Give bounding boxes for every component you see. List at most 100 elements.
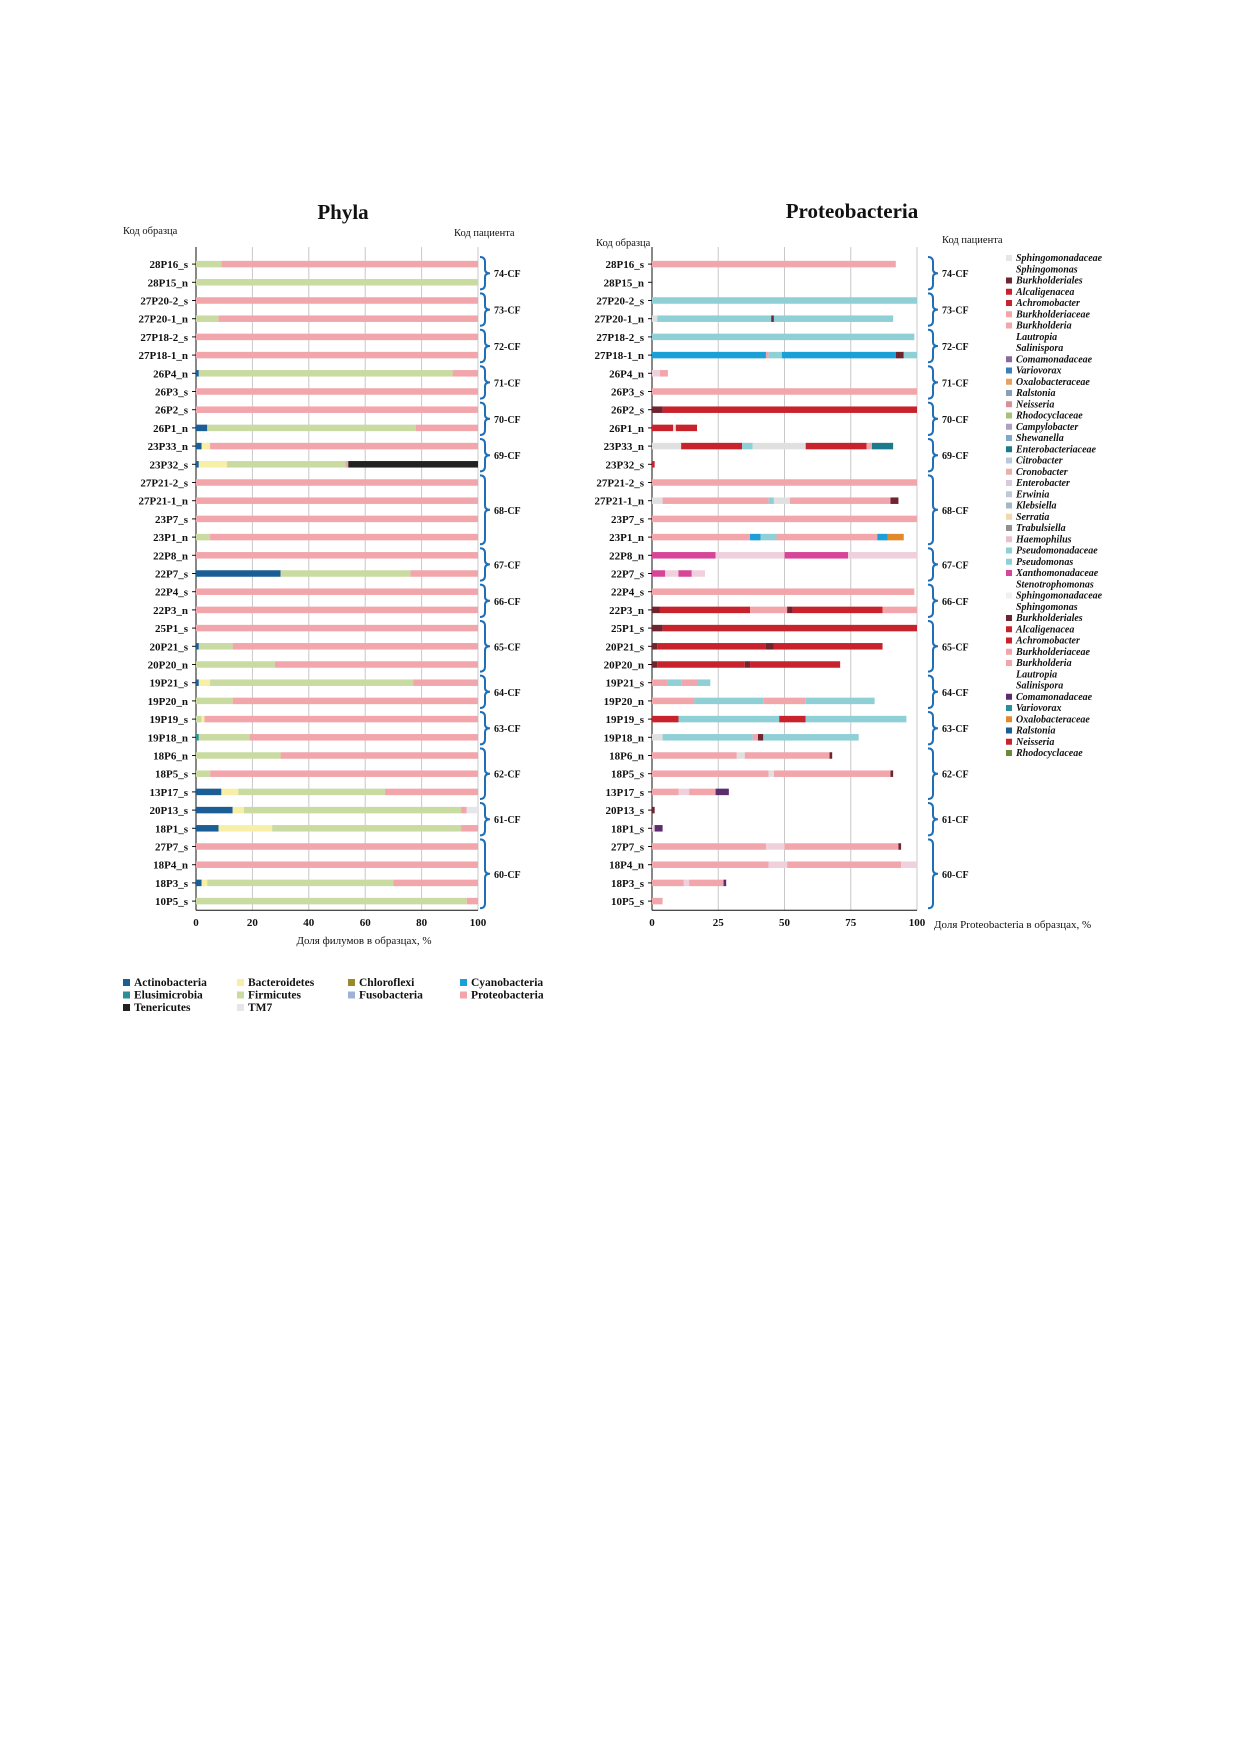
bar-segment (196, 461, 199, 468)
row-label: 22P7_s (155, 569, 189, 581)
row-label: 19P19_s (606, 714, 645, 726)
bar-segment (196, 624, 478, 632)
row-label: 26P1_n (609, 423, 644, 435)
legend-label: Firmicutes (248, 990, 302, 1002)
row-label: 26P4_n (153, 368, 188, 380)
bar-segment (461, 825, 478, 832)
bar-segment (461, 806, 467, 814)
bar-segment (697, 679, 711, 686)
bar-segment (787, 606, 793, 614)
bar-segment (829, 752, 833, 759)
legend-swatch (1006, 727, 1012, 734)
legend-swatch (1006, 558, 1012, 565)
patient-label: 72-CF (942, 342, 969, 353)
legend-swatch (1006, 671, 1012, 678)
patient-bracket (479, 620, 491, 673)
row-label: 20P20_n (604, 660, 644, 672)
legend-label: Alcaligenacea (1015, 624, 1074, 635)
legend-label: Neisseria (1015, 399, 1054, 410)
bar-segment (689, 788, 716, 796)
x-tick-label: 100 (909, 917, 926, 929)
x-tick-label: 50 (779, 917, 791, 929)
bar-segment (201, 715, 205, 723)
bar-segment (210, 442, 478, 450)
patient-label: 70-CF (942, 415, 969, 426)
bar-segment (196, 770, 211, 777)
bar-segment (198, 643, 233, 650)
legend-label: Oxalobacteraceae (1016, 377, 1090, 388)
patient-label: 74-CF (942, 269, 969, 280)
legend-label: Trabulsiella (1016, 523, 1066, 534)
row-label: 26P3_s (611, 387, 645, 399)
legend-label: Tenericutes (134, 1002, 191, 1014)
bar-segment (652, 297, 917, 304)
legend-label: Sphingomonas (1016, 602, 1078, 613)
bar-segment (196, 333, 478, 341)
legend-swatch (1006, 581, 1012, 588)
legend-label: TM7 (248, 1002, 273, 1014)
legend-swatch (1006, 592, 1012, 599)
row-label: 28P16_s (606, 259, 645, 271)
bar-segment (196, 515, 478, 523)
bar-segment (715, 552, 785, 559)
bar-segment (196, 570, 281, 577)
legend-swatch (1006, 738, 1012, 745)
bar-segment (196, 533, 211, 541)
bar-segment (871, 442, 894, 450)
row-label: 23P7_s (155, 514, 189, 526)
legend-label: Sphingomonadaceae (1016, 253, 1103, 264)
bar-segment (198, 679, 211, 686)
bar-segment (652, 897, 663, 905)
bar-segment (196, 388, 478, 395)
bar-segment (198, 461, 228, 468)
row-label: 23P32_s (606, 459, 645, 471)
bar-segment (196, 679, 199, 686)
patient-label: 69-CF (494, 451, 521, 462)
patient-bracket (927, 438, 939, 473)
bar-segment (742, 442, 753, 450)
legend-swatch (1006, 412, 1012, 419)
bar-segment (413, 679, 478, 686)
patient-label: 68-CF (942, 506, 969, 517)
proteo-xlabel: Доля Proteobacteria в образцах, % (934, 919, 1091, 931)
patient-bracket (927, 328, 939, 364)
row-label: 27P21-2_s (140, 478, 188, 490)
bar-segment (903, 351, 917, 359)
row-label: 27P18-1_n (595, 350, 645, 362)
bar-segment (196, 788, 222, 796)
bar-segment (196, 424, 208, 432)
bar-segment (198, 734, 250, 741)
legend-label: Ralstonia (1015, 726, 1055, 737)
bar-segment (678, 788, 690, 796)
bar-segment (196, 697, 233, 705)
legend-swatch (1006, 705, 1012, 711)
patient-bracket (479, 547, 491, 582)
bar-segment (652, 442, 682, 450)
legend-swatch (1006, 750, 1012, 756)
bar-segment (689, 879, 724, 887)
legend-label: Burkholderiales (1015, 276, 1083, 287)
patient-label: 65-CF (494, 642, 521, 653)
patient-bracket (479, 438, 491, 473)
legend-label: Achromobacter (1015, 636, 1080, 647)
legend-label: Elusimicrobia (134, 990, 203, 1002)
row-label: 19P18_n (604, 732, 644, 744)
row-label: 27P20-1_n (595, 314, 645, 326)
patient-bracket (927, 292, 939, 327)
bar-segment (243, 806, 462, 814)
x-tick-label: 20 (247, 917, 259, 929)
x-tick-label: 60 (360, 917, 372, 929)
bar-segment (678, 715, 780, 723)
legend-label: Klebsiella (1015, 501, 1057, 512)
row-label: 18P1_s (155, 823, 189, 835)
patient-bracket (927, 256, 939, 291)
legend-label: Salinispora (1016, 343, 1063, 354)
patient-label: 61-CF (494, 815, 521, 826)
row-label: 23P32_s (150, 459, 189, 471)
bar-segment (196, 297, 478, 304)
legend-swatch (1006, 356, 1012, 363)
bar-segment (196, 479, 478, 486)
x-tick-label: 100 (470, 917, 487, 929)
bar-segment (898, 843, 902, 850)
legend-swatch (348, 991, 355, 999)
